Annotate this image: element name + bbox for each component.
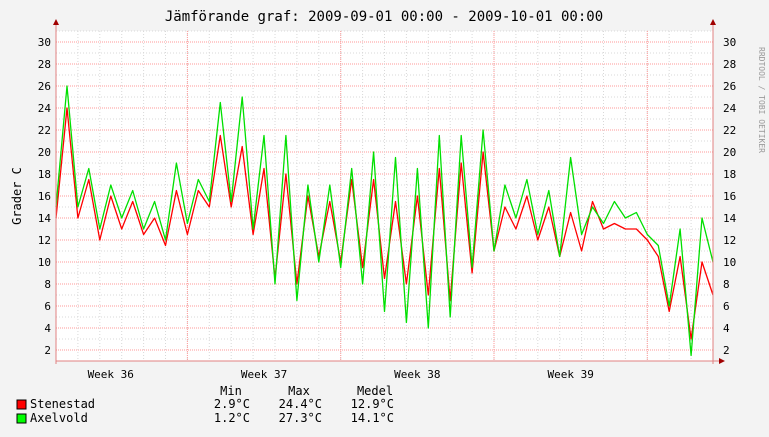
y-axis-arrow-left [53,19,59,25]
x-tick-labels: Week 36 Week 37 Week 38 Week 39 [88,368,594,381]
y-tick-label-left: 22 [38,124,51,137]
x-tick-label-week: Week 37 [241,368,287,381]
y-tick-label-left: 2 [44,344,51,357]
legend-mean-axelvold: 14.1°C [351,411,394,425]
legend-min-axelvold: 1.2°C [214,411,250,425]
y-tick-label-left: 28 [38,58,51,71]
y-tick-label-left: 18 [38,168,51,181]
x-tick-label-week: Week 38 [394,368,440,381]
x-tick-label-week: Week 39 [547,368,593,381]
grid-lines [56,30,713,362]
legend-header-mean: Medel [357,384,393,398]
y-tick-label-left: 8 [44,278,51,291]
y-tick-label-right: 16 [723,190,736,203]
legend-header-min: Min [220,384,242,398]
y-tick-label-right: 28 [723,58,736,71]
series-line-stenestad [55,107,714,340]
y-tick-label-left: 4 [44,322,51,335]
y-tick-label-right: 12 [723,234,736,247]
legend-mean-stenestad: 12.9°C [351,397,394,411]
y-axis-arrow-right [710,19,716,25]
y-tick-label-right: 6 [723,300,730,313]
legend-max-stenestad: 24.4°C [279,397,322,411]
y-tick-label-right: 20 [723,146,736,159]
y-tick-label-right: 30 [723,36,736,49]
y-tick-label-right: 4 [723,322,730,335]
legend-min-stenestad: 2.9°C [214,397,250,411]
x-axis-arrow [719,358,725,364]
y-tick-label-right: 8 [723,278,730,291]
y-tick-label-right: 18 [723,168,736,181]
legend: Min Max Medel Stenestad 2.9°C 24.4°C 12.… [16,384,394,425]
y-tick-label-left: 10 [38,256,51,269]
legend-header-max: Max [288,384,310,398]
y-tick-label-left: 16 [38,190,51,203]
y-tick-label-left: 20 [38,146,51,159]
legend-label-stenestad: Stenestad [30,397,95,411]
y-tick-label-left: 26 [38,80,51,93]
y-tick-label-right: 22 [723,124,736,137]
y-axis-label: Grader C [10,167,24,225]
series-lines [55,85,714,357]
legend-max-axelvold: 27.3°C [279,411,322,425]
y-tick-label-left: 14 [38,212,52,225]
series-line-axelvold [55,85,714,357]
legend-swatch-stenestad [16,399,27,410]
legend-label-axelvold: Axelvold [30,411,88,425]
y-tick-label-left: 12 [38,234,51,247]
y-tick-label-left: 6 [44,300,51,313]
y-tick-label-right: 24 [723,102,737,115]
y-tick-label-right: 10 [723,256,736,269]
axes [53,19,725,364]
legend-swatch-axelvold [16,413,27,424]
y-tick-label-right: 2 [723,344,730,357]
y-tick-label-right: 26 [723,80,736,93]
x-tick-label-week: Week 36 [88,368,134,381]
watermark: RRDTOOL / TOBI OETIKER [757,47,766,153]
chart-title: Jämförande graf: 2009-09-01 00:00 - 2009… [165,9,603,25]
y-tick-label-left: 30 [38,36,51,49]
y-tick-label-left: 24 [38,102,52,115]
y-tick-label-right: 14 [723,212,737,225]
